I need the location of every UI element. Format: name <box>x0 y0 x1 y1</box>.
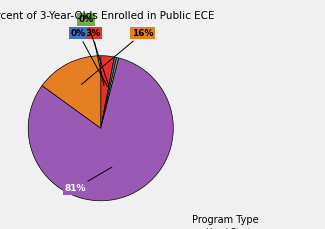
Wedge shape <box>101 56 114 128</box>
Text: 0%: 0% <box>79 15 109 87</box>
Text: 3%: 3% <box>85 29 104 86</box>
Wedge shape <box>101 57 119 128</box>
Text: 81%: 81% <box>64 167 112 193</box>
Text: 0%: 0% <box>71 29 108 87</box>
Legend: Head Start, Special Ed, Other public, Other/None, Pre-K: Head Start, Special Ed, Other public, Ot… <box>189 213 261 229</box>
Text: Percent of 3-Year-Olds Enrolled in Public ECE: Percent of 3-Year-Olds Enrolled in Publi… <box>0 11 214 21</box>
Wedge shape <box>101 57 117 128</box>
Text: 16%: 16% <box>82 29 153 85</box>
Wedge shape <box>42 56 101 128</box>
Wedge shape <box>28 58 173 201</box>
